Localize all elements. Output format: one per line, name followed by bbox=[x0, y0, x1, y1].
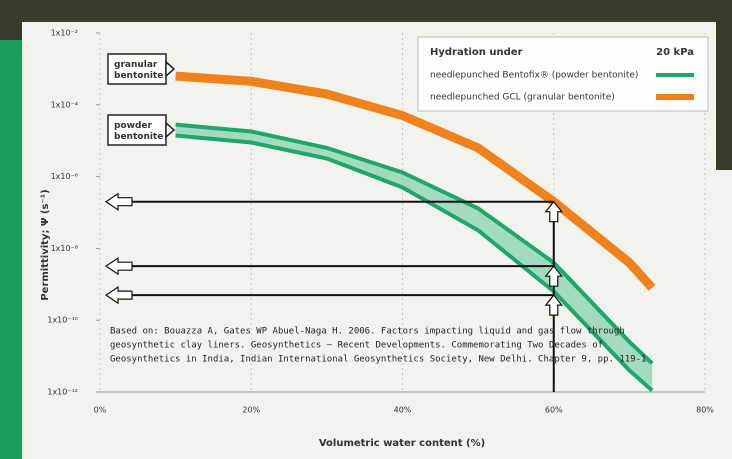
x-axis-label: Volumetric water content (%) bbox=[319, 438, 485, 449]
citation: Based on: Bouazza A, Gates WP Abuel-Naga… bbox=[110, 327, 625, 337]
curve-label-line: powder bbox=[114, 121, 152, 131]
label-pointer bbox=[165, 60, 176, 78]
label-box bbox=[107, 53, 167, 85]
y-tick-label: 1x10⁻¹⁰ bbox=[47, 316, 78, 325]
legend-pressure: 20 kPa bbox=[656, 47, 694, 58]
x-tick-label: 80% bbox=[696, 406, 714, 415]
citation: geosynthetic clay liners. Geosynthetics … bbox=[110, 341, 603, 351]
legend-label: needlepunched Bentofix® (powder bentonit… bbox=[430, 71, 638, 81]
arrow-head bbox=[104, 192, 133, 211]
band-upper bbox=[175, 122, 654, 365]
x-tick-label: 0% bbox=[94, 406, 107, 415]
up-arrow-head bbox=[544, 294, 563, 316]
y-tick-label: 1x10⁻¹² bbox=[47, 388, 78, 397]
y-tick-label: 1x10⁻⁴ bbox=[51, 100, 78, 109]
x-tick-label: 40% bbox=[394, 406, 412, 415]
legend-label: needlepunched GCL (granular bentonite) bbox=[430, 93, 615, 103]
arrow-head bbox=[104, 285, 133, 305]
y-tick-label: 1x10⁻² bbox=[51, 29, 78, 38]
up-arrow-head bbox=[544, 265, 563, 287]
label-pointer bbox=[165, 121, 176, 139]
curve-label: granular bentonite bbox=[114, 60, 163, 81]
legend-title: Hydration under bbox=[430, 47, 523, 58]
line bbox=[175, 71, 656, 291]
curve-label: powder bentonite bbox=[114, 121, 163, 142]
band-lower bbox=[175, 133, 654, 392]
y-tick-label: 1x10⁻⁸ bbox=[51, 244, 78, 253]
curve-label-line: granular bbox=[114, 60, 158, 70]
panel-edge bbox=[716, 170, 732, 459]
x-tick-label: 60% bbox=[545, 406, 563, 415]
green-border bbox=[0, 40, 22, 459]
curve-label-line: bentonite bbox=[114, 132, 163, 142]
x-tick-label: 20% bbox=[242, 406, 260, 415]
y-axis-label: Permittivity; Ψ (s⁻¹) bbox=[40, 189, 51, 300]
up-arrow-head bbox=[544, 200, 563, 223]
citation: Geosynthetics in India, Indian Internati… bbox=[110, 355, 646, 365]
y-tick-label: 1x10⁻⁶ bbox=[51, 172, 78, 181]
arrow-head bbox=[104, 257, 133, 276]
curve-label-line: bentonite bbox=[114, 71, 163, 81]
